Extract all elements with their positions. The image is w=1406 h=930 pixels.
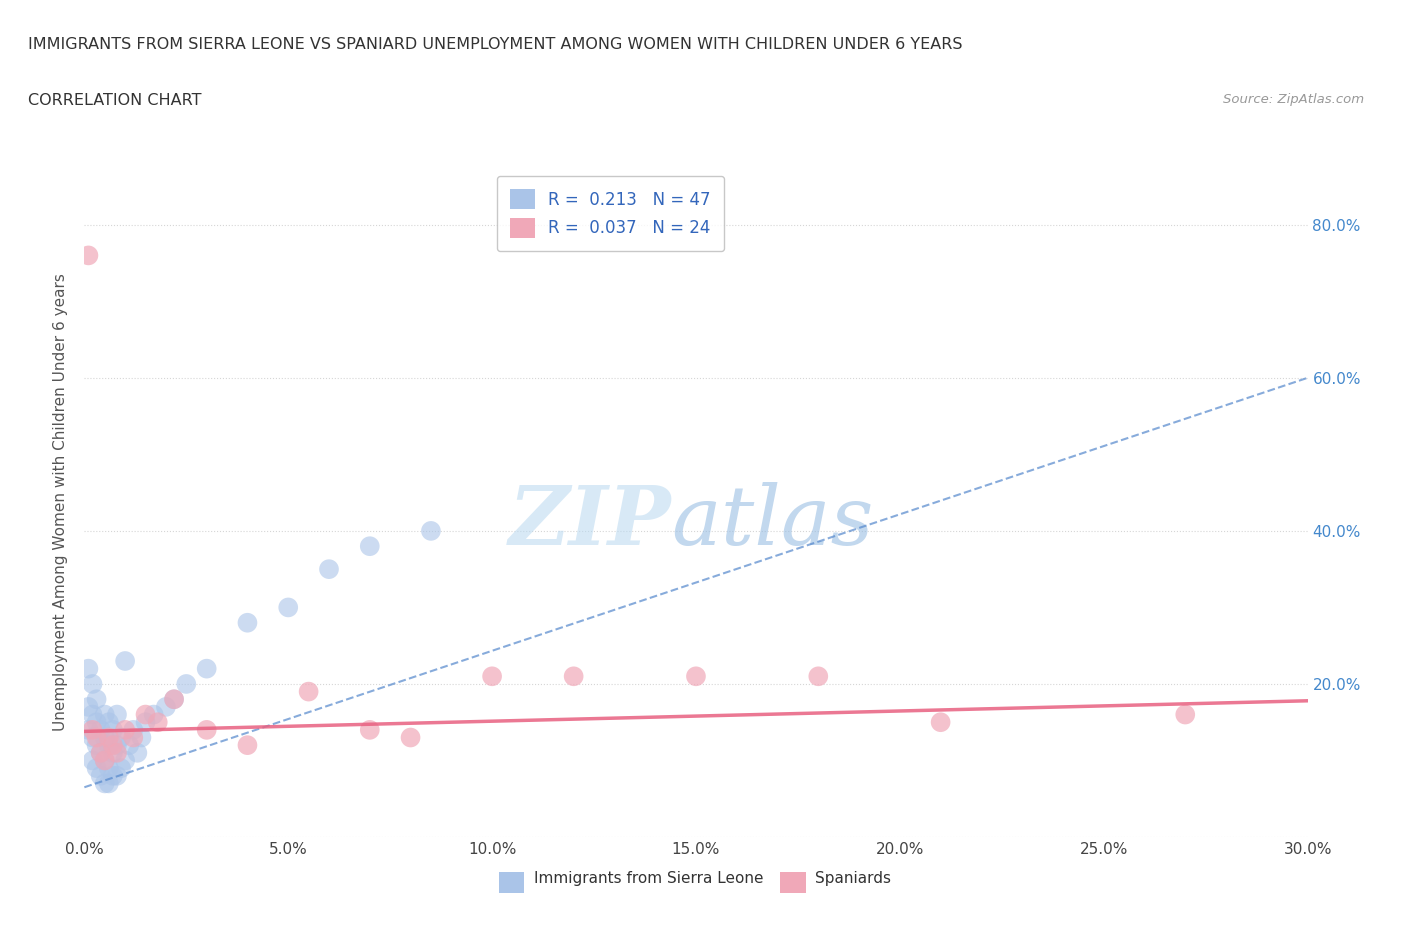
Point [146, 715, 169, 730]
Point [93, 776, 117, 790]
Point [90, 768, 112, 783]
Text: Source: ZipAtlas.com: Source: ZipAtlas.com [1223, 93, 1364, 106]
Point [929, 715, 952, 730]
Point [114, 753, 136, 768]
Point [82, 676, 104, 691]
Point [105, 737, 128, 752]
Point [90, 745, 112, 760]
Text: Spaniards: Spaniards [815, 871, 891, 886]
Point [122, 730, 145, 745]
Point [135, 707, 157, 722]
Point [131, 730, 153, 745]
Point [86, 730, 108, 745]
Point [97, 737, 120, 752]
Point [93, 730, 117, 745]
Point [359, 538, 381, 553]
Point [127, 745, 149, 760]
Point [114, 723, 136, 737]
Point [685, 669, 707, 684]
Point [298, 684, 321, 699]
Point [101, 723, 124, 737]
Point [110, 761, 132, 776]
Point [93, 707, 117, 722]
Point [90, 745, 112, 760]
Point [562, 669, 585, 684]
Point [359, 723, 381, 737]
Point [86, 692, 108, 707]
Point [1174, 707, 1197, 722]
Point [86, 737, 108, 752]
Point [142, 707, 165, 722]
Text: CORRELATION CHART: CORRELATION CHART [28, 93, 201, 108]
Point [97, 730, 120, 745]
Point [77, 248, 100, 263]
Point [93, 753, 117, 768]
Y-axis label: Unemployment Among Women with Children Under 6 years: Unemployment Among Women with Children U… [53, 273, 69, 731]
Point [399, 730, 422, 745]
Point [807, 669, 830, 684]
Point [97, 715, 120, 730]
Point [195, 723, 218, 737]
Point [481, 669, 503, 684]
Point [82, 707, 104, 722]
Point [105, 745, 128, 760]
Text: atlas: atlas [672, 483, 875, 563]
Point [86, 761, 108, 776]
Point [101, 737, 124, 752]
Point [176, 676, 198, 691]
Point [118, 737, 141, 752]
Point [105, 707, 128, 722]
Point [236, 616, 259, 631]
Point [82, 723, 104, 737]
Point [114, 654, 136, 669]
Point [77, 723, 100, 737]
Text: IMMIGRANTS FROM SIERRA LEONE VS SPANIARD UNEMPLOYMENT AMONG WOMEN WITH CHILDREN : IMMIGRANTS FROM SIERRA LEONE VS SPANIARD… [28, 37, 963, 52]
Point [277, 600, 299, 615]
Point [82, 753, 104, 768]
Point [97, 776, 120, 790]
Point [163, 692, 186, 707]
Point [101, 768, 124, 783]
Point [82, 730, 104, 745]
Point [155, 699, 177, 714]
Point [163, 692, 186, 707]
Point [420, 524, 443, 538]
Point [110, 730, 132, 745]
Text: ZIP: ZIP [509, 483, 672, 563]
Text: Immigrants from Sierra Leone: Immigrants from Sierra Leone [534, 871, 763, 886]
Point [318, 562, 340, 577]
Point [93, 753, 117, 768]
Point [236, 737, 259, 752]
Point [105, 768, 128, 783]
Point [86, 715, 108, 730]
Point [101, 745, 124, 760]
Point [122, 723, 145, 737]
Point [195, 661, 218, 676]
Legend: R =  0.213   N = 47, R =  0.037   N = 24: R = 0.213 N = 47, R = 0.037 N = 24 [496, 176, 724, 251]
Point [77, 661, 100, 676]
Point [77, 699, 100, 714]
Point [135, 715, 157, 730]
Point [97, 761, 120, 776]
Point [90, 723, 112, 737]
